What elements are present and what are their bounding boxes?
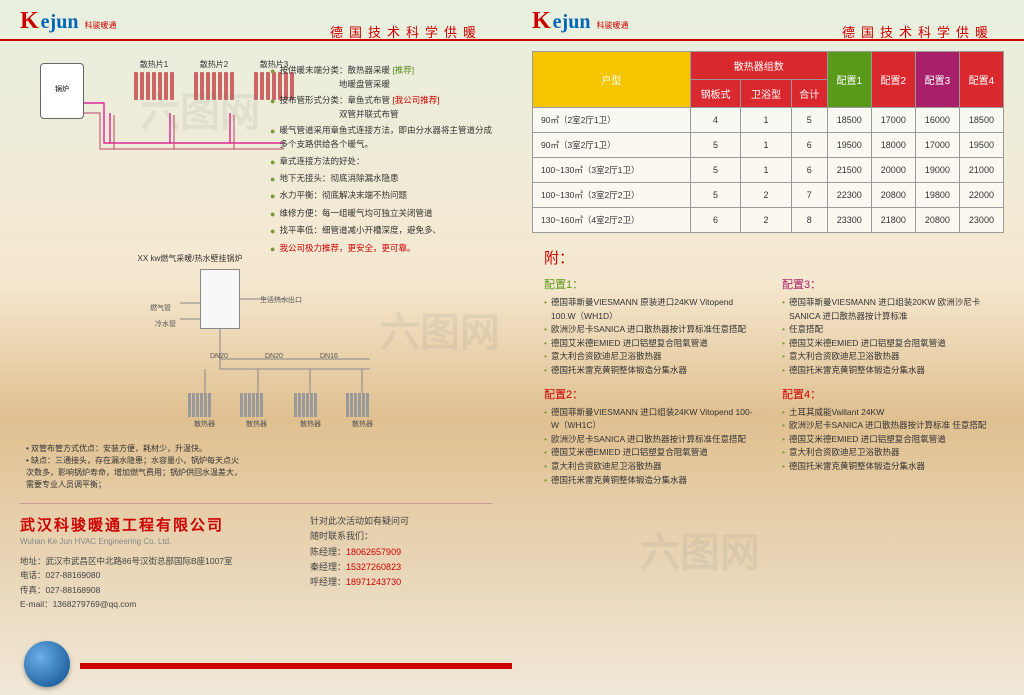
contact-row: 陈经理：18062657909 — [310, 545, 409, 560]
config-item: 德国托米雷克黄铜整体锻造分集水器 — [544, 474, 754, 488]
th-sub3: 合计 — [791, 80, 827, 108]
bullet-row: ●按供暖末端分类：散热器采暖 [推荐] 地暖盘管采暖 — [270, 64, 500, 91]
config-item: 欧洲沙尼卡SANICA 进口散热器按计算标准任意搭配 — [544, 323, 754, 337]
tagline-r: 德国技术科学供暖 — [842, 22, 994, 41]
company-email: E-mail：1368279769@qq.com — [20, 597, 280, 611]
config-item: 意大利合资欧迪尼卫浴散热器 — [544, 460, 754, 474]
config-item: 德国艾米德EMIED 进口铝塑复合阻氧管道 — [544, 446, 754, 460]
rad-label-1: 散热器 — [194, 419, 215, 429]
boiler-icon: 锅炉 — [40, 63, 84, 119]
th-cfg2: 配置2 — [871, 52, 915, 108]
company-name-cn: 武汉科骏暖通工程有限公司 — [20, 514, 280, 535]
radiator-2: 散热片2 — [190, 59, 238, 93]
logo-k: K — [20, 8, 39, 35]
footnote: • 双管布管方式优点：安装方便，耗材少，升温快。• 缺点：三通接头，存在漏水隐患… — [26, 443, 246, 491]
bullet-row: ●水力平衡：彻底解决末端不热问题 — [270, 189, 500, 203]
contact-row: 呼经理：18971243730 — [310, 575, 409, 590]
config-grid: 配置1：德国菲斯曼VIESMANN 原装进口24KW Vitopend 100.… — [532, 276, 1004, 487]
page-right: K ejun 科骏暖通 德国技术科学供暖 户型 散热器组数 配置1 配置2 配置… — [512, 0, 1024, 695]
radiator-small-4 — [346, 393, 384, 417]
config-item: 意大利合资欧迪尼卫浴散热器 — [782, 446, 992, 460]
bullet-row: ●按布管形式分类：章鱼式布管 [我公司推荐] 双管并联式布管 — [270, 94, 500, 121]
config-item: 德国托米雷克黄铜整体锻造分集水器 — [782, 364, 992, 378]
radiator-small-3 — [294, 393, 332, 417]
config-item: 任意搭配 — [782, 323, 992, 337]
bullet-list: ●按供暖末端分类：散热器采暖 [推荐] 地暖盘管采暖 ●按布管形式分类：章鱼式布管… — [270, 64, 500, 259]
th-sub1: 钢板式 — [690, 80, 740, 108]
logo-rest: ejun — [41, 11, 79, 34]
th-cfg3: 配置3 — [915, 52, 959, 108]
radiator-1: 散热片1 — [130, 59, 178, 93]
th-sub2: 卫浴型 — [741, 80, 791, 108]
contact-row: 秦经理：15327260823 — [310, 560, 409, 575]
config-item: 德国艾米德EMIED 进口铝塑复合阻氧管道 — [782, 433, 992, 447]
bullet-row: ●暖气管道采用章鱼式连接方法，即由分水器将主管道分成多个支路供给各个暖气。 — [270, 124, 500, 151]
config-item: 德国艾米德EMIED 进口铝塑复合阻氧管道 — [544, 337, 754, 351]
contact-prompt2: 随时联系我们： — [310, 529, 409, 544]
config-3: 配置3：德国菲斯曼VIESMANN 进口组装20KW 欧洲沙尼卡SANICA 进… — [782, 276, 992, 378]
logo-sub: 科骏暖通 — [84, 20, 116, 31]
page-left: K ejun 科骏暖通 德国技术科学供暖 锅炉 散热片1散热片2散热片3 ●按供… — [0, 0, 512, 695]
bullet-row: ●找平率低：细管道减小开槽深度，避免多、 — [270, 224, 500, 238]
th-group: 散热器组数 — [690, 52, 827, 80]
appendix-title: 附： — [544, 247, 1004, 268]
diagram-piping: XX kw燃气采暖/热水壁挂锅炉 燃气管 冷水管 生活热水出口 DN20 DN2… — [40, 253, 492, 443]
bullet-row: ●章式连接方法的好处： — [270, 155, 500, 169]
bullet-row: ●地下无接头：彻底消除漏水隐患 — [270, 172, 500, 186]
company-tel: 电话：027-88169080 — [20, 568, 280, 582]
table-row: 100~130㎡（3室2厅2卫）52722300208001980022000 — [533, 183, 1004, 208]
radiator-small-2 — [240, 393, 278, 417]
rad-label-4: 散热器 — [352, 419, 373, 429]
globe-icon — [24, 641, 70, 687]
config-item: 德国托米雷克黄铜整体锻造分集水器 — [544, 364, 754, 378]
config-item: 德国艾米德EMIED 进口铝塑复合阻氧管道 — [782, 337, 992, 351]
bullet-row: ●维修方便：每一组暖气均可独立关闭管道 — [270, 207, 500, 221]
company-addr: 地址：武汉市武昌区中北路86号汉街总部国际B座1007室 — [20, 554, 280, 568]
config-item: 德国菲斯曼VIESMANN 进口组装20KW 欧洲沙尼卡SANICA 进口散热器… — [782, 296, 992, 323]
th-cfg1: 配置1 — [827, 52, 871, 108]
config-item: 意大利合资欧迪尼卫浴散热器 — [544, 350, 754, 364]
company-fax: 传真：027-88168908 — [20, 583, 280, 597]
config-item: 德国菲斯曼VIESMANN 原装进口24KW Vitopend 100.W（WH… — [544, 296, 754, 323]
table-row: 90㎡（2室2厅1卫）41518500170001600018500 — [533, 108, 1004, 133]
config-1: 配置1：德国菲斯曼VIESMANN 原装进口24KW Vitopend 100.… — [544, 276, 754, 378]
th-cfg4: 配置4 — [959, 52, 1003, 108]
config-2: 配置2：德国菲斯曼VIESMANN 进口组装24KW Vitopend 100-… — [544, 386, 754, 488]
table-row: 100~130㎡（3室2厅1卫）51621500200001900021000 — [533, 158, 1004, 183]
company-name-en: Wuhan Ke Jun HVAC Engineering Co. Ltd. — [20, 537, 280, 546]
table-row: 130~160㎡（4室2厅2卫）62823300218002080023000 — [533, 208, 1004, 233]
config-4: 配置4：土耳其威能Vaillant 24KW欧洲沙尼卡SANICA 进口散热器按… — [782, 386, 992, 488]
th-type: 户型 — [533, 52, 691, 108]
divider-bottom — [80, 663, 512, 669]
rad-label-2: 散热器 — [246, 419, 267, 429]
config-item: 德国托米雷克黄铜整体锻造分集水器 — [782, 460, 992, 474]
table-row: 90㎡（3室2厅1卫）51619500180001700019500 — [533, 133, 1004, 158]
config-item: 意大利合资欧迪尼卫浴散热器 — [782, 350, 992, 364]
radiator-small-1 — [188, 393, 226, 417]
config-item: 欧洲沙尼卡SANICA 进口散热器按计算标准 任意搭配 — [782, 419, 992, 433]
tagline: 德国技术科学供暖 — [330, 22, 482, 41]
company-box: 武汉科骏暖通工程有限公司 Wuhan Ke Jun HVAC Engineeri… — [20, 503, 492, 612]
pricing-table: 户型 散热器组数 配置1 配置2 配置3 配置4 钢板式 卫浴型 合计 90㎡（… — [532, 51, 1004, 233]
contact-prompt1: 针对此次活动如有疑问可 — [310, 514, 409, 529]
config-item: 德国菲斯曼VIESMANN 进口组装24KW Vitopend 100-W（WH… — [544, 406, 754, 433]
config-item: 土耳其威能Vaillant 24KW — [782, 406, 992, 420]
rad-label-3: 散热器 — [300, 419, 321, 429]
config-item: 欧洲沙尼卡SANICA 进口散热器按计算标准任意搭配 — [544, 433, 754, 447]
